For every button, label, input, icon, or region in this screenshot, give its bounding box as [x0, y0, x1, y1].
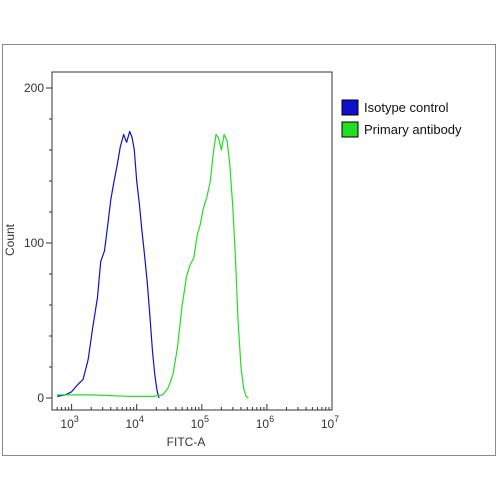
y-tick-label: 100: [24, 236, 44, 250]
y-axis-label: Count: [3, 223, 17, 256]
x-axis-ticks: 103 104 105 106 107: [51, 404, 339, 431]
legend-label: Isotype control: [364, 100, 449, 115]
x-tick-label: 105: [191, 414, 209, 431]
y-tick-label: 0: [37, 391, 44, 405]
legend: Isotype control Primary antibody: [341, 99, 462, 138]
legend-swatch: [341, 99, 359, 116]
y-tick-label: 200: [24, 81, 44, 95]
x-tick-label: 107: [321, 414, 339, 431]
series-line-1: [57, 130, 160, 399]
plot-area-border: [51, 71, 333, 411]
x-tick-label: 106: [256, 414, 274, 431]
x-tick-label: 103: [60, 414, 78, 431]
series-line-2: [57, 133, 249, 399]
y-axis-ticks: 0 100 200: [24, 81, 52, 405]
plot-lines: [57, 130, 249, 399]
legend-swatch: [341, 121, 359, 138]
x-tick-label: 104: [126, 414, 144, 431]
legend-label: Primary antibody: [364, 122, 462, 137]
chart-frame: [2, 44, 496, 456]
x-axis-label: FITC-A: [167, 435, 206, 449]
